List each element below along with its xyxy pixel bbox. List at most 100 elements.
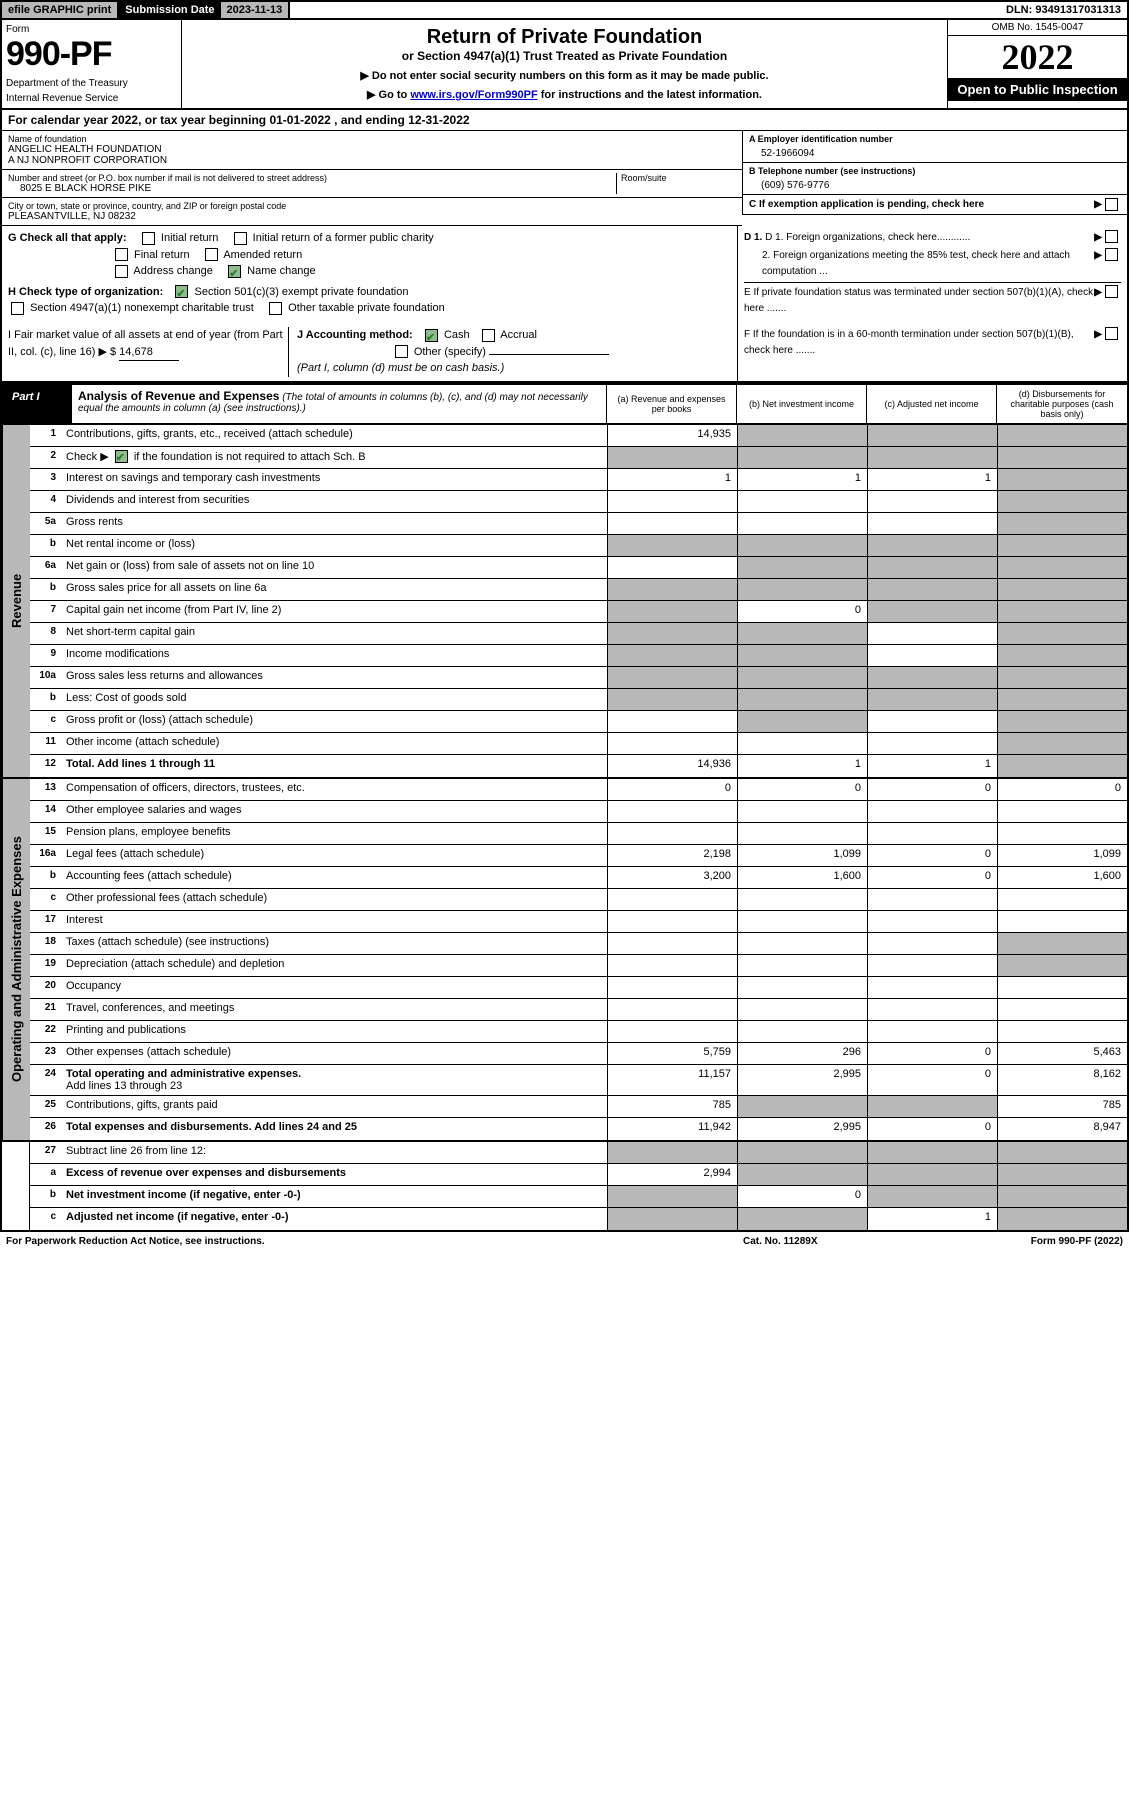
h2-checkbox[interactable] xyxy=(11,302,24,315)
row-10c: cGross profit or (loss) (attach schedule… xyxy=(30,711,1127,733)
row-16b: bAccounting fees (attach schedule)3,2001… xyxy=(30,867,1127,889)
d2-text: 2. Foreign organizations meeting the 85%… xyxy=(744,248,1094,280)
row-11: 11Other income (attach schedule) xyxy=(30,733,1127,755)
d1-text: D 1. Foreign organizations, check here..… xyxy=(765,232,970,243)
row-6a: 6aNet gain or (loss) from sale of assets… xyxy=(30,557,1127,579)
line27-rows: 27Subtract line 26 from line 12: aExcess… xyxy=(30,1142,1127,1230)
col-d-header: (d) Disbursements for charitable purpose… xyxy=(997,385,1127,423)
i-block: I Fair market value of all assets at end… xyxy=(8,327,288,377)
j-accrual-checkbox[interactable] xyxy=(482,329,495,342)
col-b-header: (b) Net investment income xyxy=(737,385,867,423)
row-7: 7Capital gain net income (from Part IV, … xyxy=(30,601,1127,623)
row-4: 4Dividends and interest from securities xyxy=(30,491,1127,513)
f-row: F If the foundation is in a 60-month ter… xyxy=(744,327,1121,359)
f-text: F If the foundation is in a 60-month ter… xyxy=(744,327,1094,359)
row-25: 25Contributions, gifts, grants paid78578… xyxy=(30,1096,1127,1118)
foundation-name-2: A NJ NONPROFIT CORPORATION xyxy=(8,155,736,166)
part1-label: Part I xyxy=(2,385,72,423)
j-cash-checkbox[interactable]: ✔ xyxy=(425,329,438,342)
address-cell: Number and street (or P.O. box number if… xyxy=(2,170,742,198)
form-link[interactable]: www.irs.gov/Form990PF xyxy=(410,89,537,101)
row-22: 22Printing and publications xyxy=(30,1021,1127,1043)
row-12: 12Total. Add lines 1 through 1114,93611 xyxy=(30,755,1127,777)
col-c-header: (c) Adjusted net income xyxy=(867,385,997,423)
note-pre: ▶ Go to xyxy=(367,89,410,101)
g-opt-4: Address change xyxy=(133,265,213,277)
e-checkbox[interactable] xyxy=(1105,285,1118,298)
i-value: 14,678 xyxy=(119,344,179,362)
g-initial-former-checkbox[interactable] xyxy=(234,232,247,245)
j-block: J Accounting method: ✔ Cash Accrual Othe… xyxy=(288,327,731,377)
row-26: 26Total expenses and disbursements. Add … xyxy=(30,1118,1127,1140)
addr-label: Number and street (or P.O. box number if… xyxy=(8,173,616,183)
ein-value: 52-1966094 xyxy=(749,144,1121,159)
j-other-checkbox[interactable] xyxy=(395,345,408,358)
row-5b: bNet rental income or (loss) xyxy=(30,535,1127,557)
open-inspection: Open to Public Inspection xyxy=(948,78,1127,101)
revenue-tab: Revenue xyxy=(2,425,30,777)
g-name-checkbox[interactable]: ✔ xyxy=(228,265,241,278)
addr-block: Number and street (or P.O. box number if… xyxy=(8,173,616,194)
entity-info: Name of foundation ANGELIC HEALTH FOUNDA… xyxy=(0,131,1129,226)
blank-tab xyxy=(2,1142,30,1230)
f-block: F If the foundation is in a 60-month ter… xyxy=(738,323,1127,381)
g-initial-checkbox[interactable] xyxy=(142,232,155,245)
goto-note: ▶ Go to www.irs.gov/Form990PF for instru… xyxy=(188,88,941,101)
g-amended-checkbox[interactable] xyxy=(205,248,218,261)
city-label: City or town, state or province, country… xyxy=(8,201,736,211)
row-2: 2Check ▶ ✔ if the foundation is not requ… xyxy=(30,447,1127,469)
g-final-checkbox[interactable] xyxy=(115,248,128,261)
form-number: 990-PF xyxy=(6,35,177,74)
arrow-icon: ▶ xyxy=(1094,199,1102,210)
row-9: 9Income modifications xyxy=(30,645,1127,667)
ein-cell: A Employer identification number 52-1966… xyxy=(742,131,1127,163)
header-left: Form 990-PF Department of the Treasury I… xyxy=(2,20,182,108)
h3-checkbox[interactable] xyxy=(269,302,282,315)
f-checkbox[interactable] xyxy=(1105,327,1118,340)
room-label: Room/suite xyxy=(621,173,736,183)
form-subtitle: or Section 4947(a)(1) Trust Treated as P… xyxy=(188,49,941,63)
j-other-line xyxy=(489,354,609,355)
e-row: E If private foundation status was termi… xyxy=(744,282,1121,317)
dln-value: DLN: 93491317031313 xyxy=(1000,2,1127,18)
g-opt-0: Initial return xyxy=(161,232,218,244)
line27-table: 27Subtract line 26 from line 12: aExcess… xyxy=(0,1142,1129,1232)
j-note: (Part I, column (d) must be on cash basi… xyxy=(297,362,504,374)
row-21: 21Travel, conferences, and meetings xyxy=(30,999,1127,1021)
g-opt-5: Name change xyxy=(247,265,316,277)
info-right: A Employer identification number 52-1966… xyxy=(742,131,1127,226)
col-a-header: (a) Revenue and expenses per books xyxy=(607,385,737,423)
i-j-f-section: I Fair market value of all assets at end… xyxy=(0,323,1129,383)
c-checkbox[interactable] xyxy=(1105,198,1118,211)
form-title: Return of Private Foundation xyxy=(188,26,941,49)
part1-desc: Analysis of Revenue and Expenses (The to… xyxy=(72,385,607,423)
form-header: Form 990-PF Department of the Treasury I… xyxy=(0,20,1129,110)
j3-text: Other (specify) xyxy=(414,346,486,358)
row-20: 20Occupancy xyxy=(30,977,1127,999)
g-opt-3: Amended return xyxy=(223,249,302,261)
submission-date: 2023-11-13 xyxy=(221,2,291,18)
city-cell: City or town, state or province, country… xyxy=(2,198,742,226)
part1-header: Part I Analysis of Revenue and Expenses … xyxy=(0,383,1129,425)
h1-checkbox[interactable]: ✔ xyxy=(175,285,188,298)
e-text: E If private foundation status was termi… xyxy=(744,285,1094,317)
d1-checkbox[interactable] xyxy=(1105,230,1118,243)
d2-row: 2. Foreign organizations meeting the 85%… xyxy=(744,248,1121,280)
g-h-section: G Check all that apply: Initial return I… xyxy=(2,226,738,323)
footer-left: For Paperwork Reduction Act Notice, see … xyxy=(6,1236,743,1247)
d2-checkbox[interactable] xyxy=(1105,248,1118,261)
form-label: Form xyxy=(6,24,177,35)
name-label: Name of foundation xyxy=(8,134,736,144)
c-label: C If exemption application is pending, c… xyxy=(749,199,1094,210)
row-14: 14Other employee salaries and wages xyxy=(30,801,1127,823)
omb-number: OMB No. 1545-0047 xyxy=(948,20,1127,36)
row-18: 18Taxes (attach schedule) (see instructi… xyxy=(30,933,1127,955)
c-cell: C If exemption application is pending, c… xyxy=(742,195,1127,215)
dept-irs: Internal Revenue Service xyxy=(6,93,177,104)
schb-checkbox[interactable]: ✔ xyxy=(115,450,128,463)
h3-text: Other taxable private foundation xyxy=(288,302,445,314)
g-address-checkbox[interactable] xyxy=(115,265,128,278)
header-right: OMB No. 1545-0047 2022 Open to Public In… xyxy=(947,20,1127,108)
h-label: H Check type of organization: xyxy=(8,286,163,298)
page-footer: For Paperwork Reduction Act Notice, see … xyxy=(0,1232,1129,1251)
